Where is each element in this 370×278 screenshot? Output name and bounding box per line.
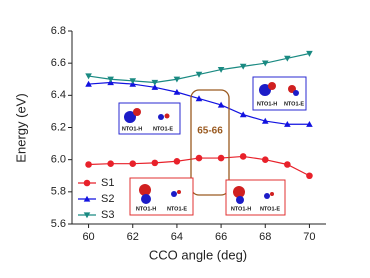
marker — [85, 73, 92, 80]
y-tick-label: 5.8 — [51, 186, 66, 198]
highlight-box — [190, 89, 230, 196]
marker — [107, 76, 114, 83]
marker — [284, 161, 291, 168]
marker — [151, 83, 159, 90]
marker — [284, 120, 291, 127]
legend-marker — [83, 195, 91, 202]
marker — [85, 80, 92, 87]
x-tick-label: 68 — [259, 231, 271, 243]
orbital — [164, 113, 170, 119]
orbital — [141, 194, 151, 204]
legend-label: S2 — [101, 193, 114, 205]
orbital — [268, 82, 276, 90]
marker — [195, 71, 203, 78]
marker — [151, 159, 159, 167]
marker — [284, 55, 291, 62]
marker — [239, 63, 247, 70]
annotation: 65-66 — [197, 126, 223, 137]
orbital — [139, 184, 151, 196]
inset-label: NTO1-E — [260, 206, 280, 212]
marker — [173, 76, 181, 83]
marker — [217, 101, 225, 108]
orbital — [158, 114, 164, 120]
orbital — [171, 191, 177, 197]
legend-label: S3 — [101, 209, 114, 221]
marker — [217, 66, 225, 73]
marker — [217, 154, 225, 162]
inset-label: NTO1-H — [257, 101, 277, 107]
marker — [107, 160, 114, 167]
marker — [151, 79, 159, 86]
marker — [306, 50, 313, 57]
inset-label: NTO1-H — [136, 206, 156, 212]
inset-label: NTO1-E — [167, 206, 187, 212]
marker — [85, 161, 92, 168]
orbital — [236, 196, 244, 204]
inset-label: NTO1-E — [153, 126, 173, 132]
x-tick-label: 70 — [303, 231, 315, 243]
y-tick-label: 5.6 — [51, 218, 66, 230]
marker — [129, 78, 137, 85]
legend-marker — [83, 179, 91, 187]
marker — [173, 88, 181, 95]
x-tick-label: 66 — [215, 231, 227, 243]
y-tick-label: 6.8 — [51, 25, 66, 37]
legend-label: S1 — [101, 177, 114, 189]
orbital — [177, 190, 181, 194]
marker — [239, 111, 247, 118]
marker — [195, 95, 203, 102]
marker — [195, 154, 203, 162]
x-axis-title: CCO angle (deg) — [149, 247, 247, 262]
orbital — [233, 186, 245, 198]
marker — [129, 160, 137, 167]
marker — [261, 117, 269, 124]
orbital — [259, 84, 271, 96]
inset-label: NTO1-H — [231, 206, 251, 212]
orbital — [264, 193, 270, 199]
orbital — [133, 108, 141, 116]
y-tick-label: 6.6 — [51, 57, 66, 69]
marker — [306, 172, 313, 180]
y-tick-label: 6.4 — [51, 89, 66, 101]
y-tick-label: 6.0 — [51, 154, 66, 166]
marker — [261, 156, 269, 163]
legend-marker — [83, 212, 91, 219]
orbital — [124, 111, 136, 123]
marker — [306, 120, 313, 127]
x-tick-label: 62 — [127, 231, 139, 243]
inset-label: NTO1-H — [122, 126, 142, 132]
orbital — [293, 90, 299, 96]
insets: 65-66 NTO1-H NTO1-E NTO1-H NTO1-E NTO1-H… — [118, 76, 307, 216]
marker — [261, 60, 269, 67]
x-tick-label: 60 — [82, 231, 94, 243]
marker — [239, 153, 247, 160]
inset-box — [225, 179, 286, 216]
marker — [173, 157, 181, 165]
y-tick-label: 6.2 — [51, 121, 66, 133]
inset-label: NTO1-E — [284, 101, 304, 107]
x-tick-label: 64 — [171, 231, 183, 243]
orbital — [270, 192, 274, 196]
inset-box — [129, 177, 194, 216]
y-axis-title: Energy (eV) — [13, 93, 28, 162]
